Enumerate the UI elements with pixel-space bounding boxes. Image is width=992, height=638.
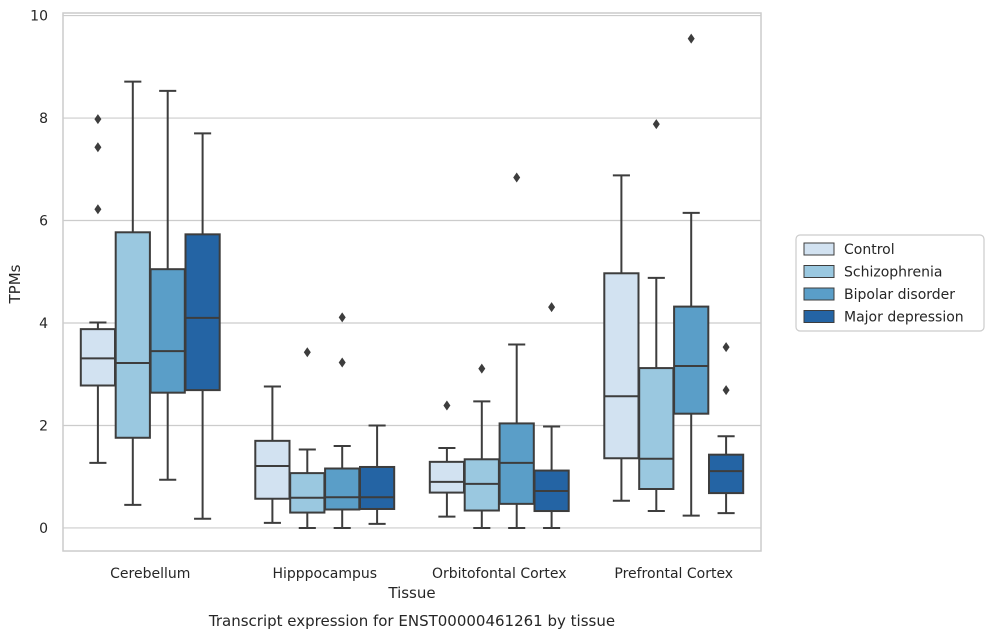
box [533, 302, 570, 529]
legend-label: Control [844, 242, 895, 258]
x-tick-label: Cerebellum [110, 566, 190, 582]
box-iqr [463, 458, 500, 512]
outlier-point [94, 114, 102, 125]
box [254, 385, 291, 524]
x-tick-label: Prefrontal Cortex [614, 566, 733, 582]
box [428, 400, 466, 518]
plot-area-frame [62, 12, 762, 552]
x-tick-label: Hipppocampus [272, 566, 377, 582]
y-tick-labels: 0 2 4 6 8 10 [30, 9, 48, 537]
outlier-point [687, 33, 695, 44]
y-tick-label: 8 [39, 111, 48, 127]
box-iqr [114, 231, 151, 439]
outlier-point [94, 204, 102, 215]
y-tick-label: 6 [39, 214, 48, 230]
box-iqr [289, 472, 326, 514]
legend-label: Schizophrenia [844, 265, 942, 281]
outlier-point [94, 142, 102, 153]
box [463, 363, 500, 529]
box [358, 424, 396, 525]
legend-label: Bipolar disorder [844, 287, 955, 303]
box [289, 347, 326, 529]
box-iqr [638, 367, 675, 491]
outlier-point [338, 312, 346, 323]
series-bipolar-disorder [149, 33, 710, 529]
box-iqr [673, 305, 710, 415]
series-schizophrenia [114, 80, 675, 529]
legend-swatch [803, 310, 835, 323]
legend-frame [795, 234, 985, 332]
x-tick-labels: Cerebellum Hipppocampus Orbitofontal Corte… [110, 566, 733, 582]
y-tick-label: 10 [30, 9, 48, 25]
box-iqr [428, 460, 466, 494]
legend: Control Schizophrenia Bipolar disorder Majo… [795, 234, 985, 332]
outlier-point [513, 172, 521, 183]
box-iqr [324, 467, 361, 511]
x-axis-label: Tissue [387, 584, 435, 602]
outlier-point [722, 385, 730, 396]
box [79, 114, 117, 464]
series-major-depression [184, 132, 745, 529]
legend-swatch [803, 242, 835, 256]
box-iqr [603, 272, 640, 460]
outlier-point [652, 119, 660, 130]
outlier-point [722, 342, 730, 353]
y-tick-label: 4 [39, 316, 48, 332]
box-iqr [79, 328, 117, 387]
box-iqr [149, 268, 186, 394]
outlier-point [478, 363, 486, 374]
outlier-point [303, 347, 311, 358]
box-iqr [707, 453, 745, 495]
box [498, 172, 535, 529]
box-iqr [358, 465, 396, 510]
box [114, 80, 151, 506]
box-series [79, 33, 745, 529]
box [673, 33, 710, 517]
outlier-point [338, 357, 346, 368]
box [603, 174, 640, 502]
box [184, 132, 221, 520]
legend-swatch [803, 287, 835, 301]
y-tick-label: 0 [39, 521, 48, 537]
legend-label: Major depression [844, 310, 964, 326]
legend-swatch [803, 265, 835, 278]
box [638, 119, 675, 513]
chart-caption: Transcript expression for ENST0000046126… [208, 612, 615, 630]
box [149, 89, 186, 481]
y-axis-label: TPMs [6, 264, 24, 304]
y-tick-label: 2 [39, 418, 48, 434]
box-iqr [254, 439, 291, 500]
x-tick-label: Orbitofontal Cortex [432, 566, 567, 582]
outlier-point [443, 400, 451, 411]
box [707, 342, 745, 515]
outlier-point [548, 302, 556, 313]
box-iqr [184, 233, 221, 392]
series-control [79, 114, 640, 524]
box [324, 312, 361, 529]
